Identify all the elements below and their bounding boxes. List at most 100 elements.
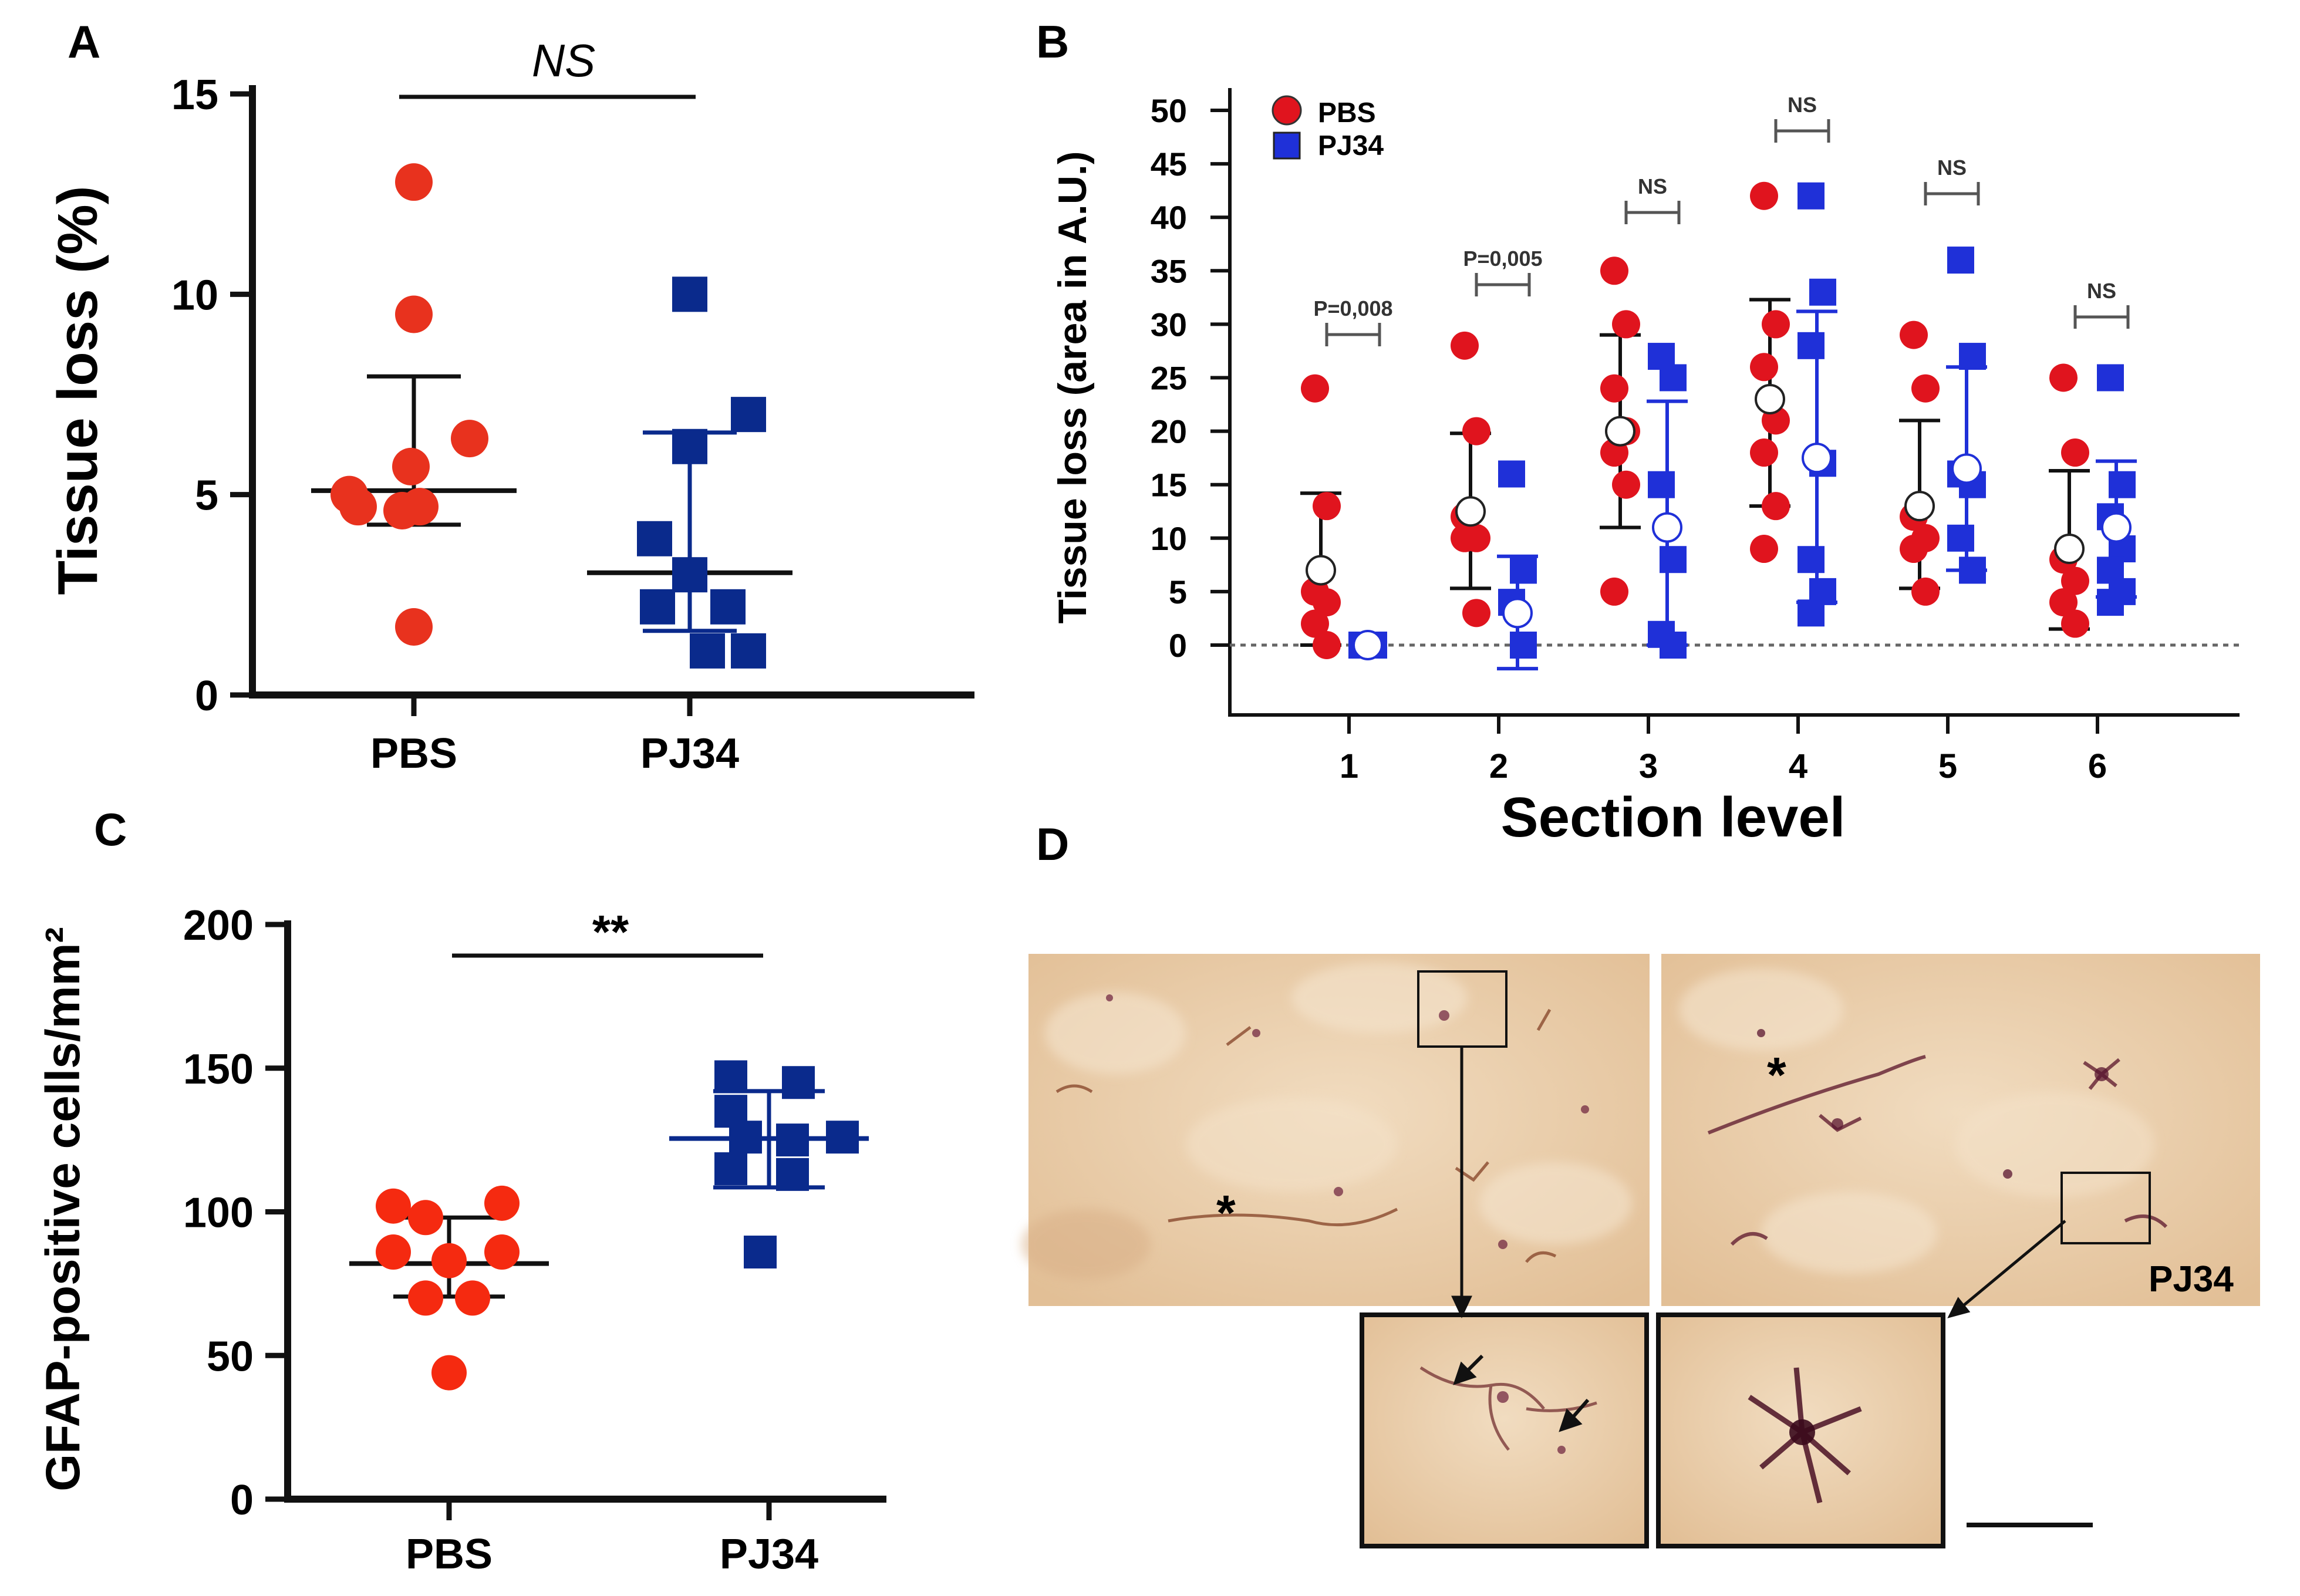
panel-b-annotation: P=0,008 <box>1313 296 1392 320</box>
panel-b-y-label: Tissue loss (area in A.U.) <box>1050 151 1095 624</box>
panel-a-xtick-label: PBS <box>370 730 457 777</box>
mean-marker <box>1455 496 1486 527</box>
data-point <box>1612 470 1640 499</box>
panel-b-ytick-label: 45 <box>1151 146 1187 183</box>
data-point <box>1600 257 1628 285</box>
data-point <box>1911 374 1940 403</box>
legend-pbs-marker <box>1272 95 1302 126</box>
panel-b-xtick-label: 3 <box>1639 747 1658 785</box>
data-point <box>710 589 746 625</box>
mean-marker <box>2054 534 2085 565</box>
data-point <box>690 633 725 669</box>
data-point <box>1762 310 1790 339</box>
panel-b-xtick-label: 1 <box>1340 747 1358 785</box>
panel-b-annotation: NS <box>1937 156 1967 180</box>
panel-a-ytick-label: 15 <box>171 72 218 119</box>
data-point <box>376 1234 411 1270</box>
data-point <box>1900 320 1928 349</box>
data-point <box>640 589 675 625</box>
data-point <box>1750 438 1778 467</box>
data-point <box>1510 632 1537 659</box>
data-point <box>1809 278 1836 306</box>
data-point <box>2061 438 2089 467</box>
data-point <box>431 1243 467 1278</box>
mean-marker <box>1306 555 1336 586</box>
data-point <box>451 420 488 458</box>
data-point <box>714 1060 747 1094</box>
panel-c-ytick-label: 50 <box>207 1333 254 1380</box>
data-point <box>1911 577 1940 606</box>
data-point <box>1797 599 1825 627</box>
panel-a-letter: A <box>68 16 100 68</box>
data-point <box>1612 310 1640 339</box>
panel-b-ytick-label: 40 <box>1151 199 1187 236</box>
panel-b-xtick-label: 4 <box>1789 747 1807 785</box>
data-point <box>1660 632 1687 659</box>
panel-a-xtick-label: PJ34 <box>640 730 739 777</box>
data-point <box>782 1066 815 1099</box>
panel-b-letter: B <box>1036 16 1069 68</box>
data-point <box>672 428 707 464</box>
data-point <box>395 295 433 333</box>
panel-c: C 0 50 100 150 200 PBS PJ34 GFAP-positive cel… <box>36 804 886 1578</box>
data-point <box>1498 460 1525 488</box>
panel-b-annotation: P=0,005 <box>1463 247 1542 271</box>
data-point <box>1762 492 1790 521</box>
data-point <box>1797 332 1825 359</box>
inset-pbs-arrow-1 <box>1453 1354 1484 1385</box>
data-point <box>776 1158 809 1191</box>
data-point <box>672 557 707 593</box>
panel-b-xtick-label: 5 <box>1938 747 1957 785</box>
data-point <box>1313 492 1341 521</box>
panel-d: D * <box>1021 818 2260 1548</box>
data-point <box>1648 471 1675 498</box>
panel-a-ytick-label: 5 <box>195 473 218 519</box>
panel-c-xtick-label: PJ34 <box>720 1531 818 1578</box>
data-point <box>1462 599 1490 627</box>
panel-c-letter: C <box>94 804 127 855</box>
panel-c-ytick-label: 200 <box>183 902 254 949</box>
micrograph-pj34: * PJ34 <box>1661 954 2260 1306</box>
panel-a: A 0 5 10 15 PBS PJ34 Tissue loss (%) NS <box>46 16 974 777</box>
data-point <box>637 521 672 556</box>
panel-c-xtick-label: PBS <box>406 1531 493 1578</box>
panel-a-ytick-label: 0 <box>195 673 218 720</box>
panel-b-ytick-label: 20 <box>1151 413 1187 450</box>
data-point <box>2061 609 2089 638</box>
panel-b-ytick-label: 30 <box>1151 306 1187 343</box>
data-point <box>431 1355 467 1391</box>
data-point <box>1797 546 1825 573</box>
data-point <box>408 1200 443 1236</box>
inset-pbs-arrow-2 <box>1559 1399 1590 1432</box>
micrograph-pj34-asterisk: * <box>1767 1047 1786 1102</box>
legend-pbs-label: PBS <box>1318 97 1376 129</box>
mean-marker <box>1951 453 1982 484</box>
data-point <box>2049 363 2078 392</box>
panel-b-ytick-label: 25 <box>1151 360 1187 397</box>
panel-a-significance-label: NS <box>532 35 595 86</box>
data-point <box>1451 524 1479 552</box>
panel-b-ytick-label: 35 <box>1151 252 1187 289</box>
inset-pbs <box>1360 1312 1649 1548</box>
mean-marker <box>1755 383 1785 414</box>
panel-c-ytick-label: 150 <box>183 1046 254 1093</box>
data-point <box>1900 535 1928 564</box>
panel-b-annotation: NS <box>1788 93 1817 117</box>
data-point <box>1750 181 1778 210</box>
data-point <box>392 447 430 485</box>
panel-c-significance-label: ** <box>592 906 629 958</box>
data-point <box>744 1236 777 1269</box>
panel-b-legend: PBS PJ34 <box>1272 95 1384 161</box>
data-point <box>484 1185 520 1221</box>
data-point <box>1660 546 1687 573</box>
data-point <box>395 163 433 201</box>
micrograph-pj34-label: PJ34 <box>2149 1259 2234 1300</box>
legend-pj34-marker <box>1273 131 1301 160</box>
data-point <box>1301 609 1329 638</box>
micrograph-pbs-asterisk: * <box>1216 1185 1236 1240</box>
data-point <box>1313 588 1341 617</box>
data-point <box>1510 556 1537 584</box>
data-point <box>2061 566 2089 595</box>
